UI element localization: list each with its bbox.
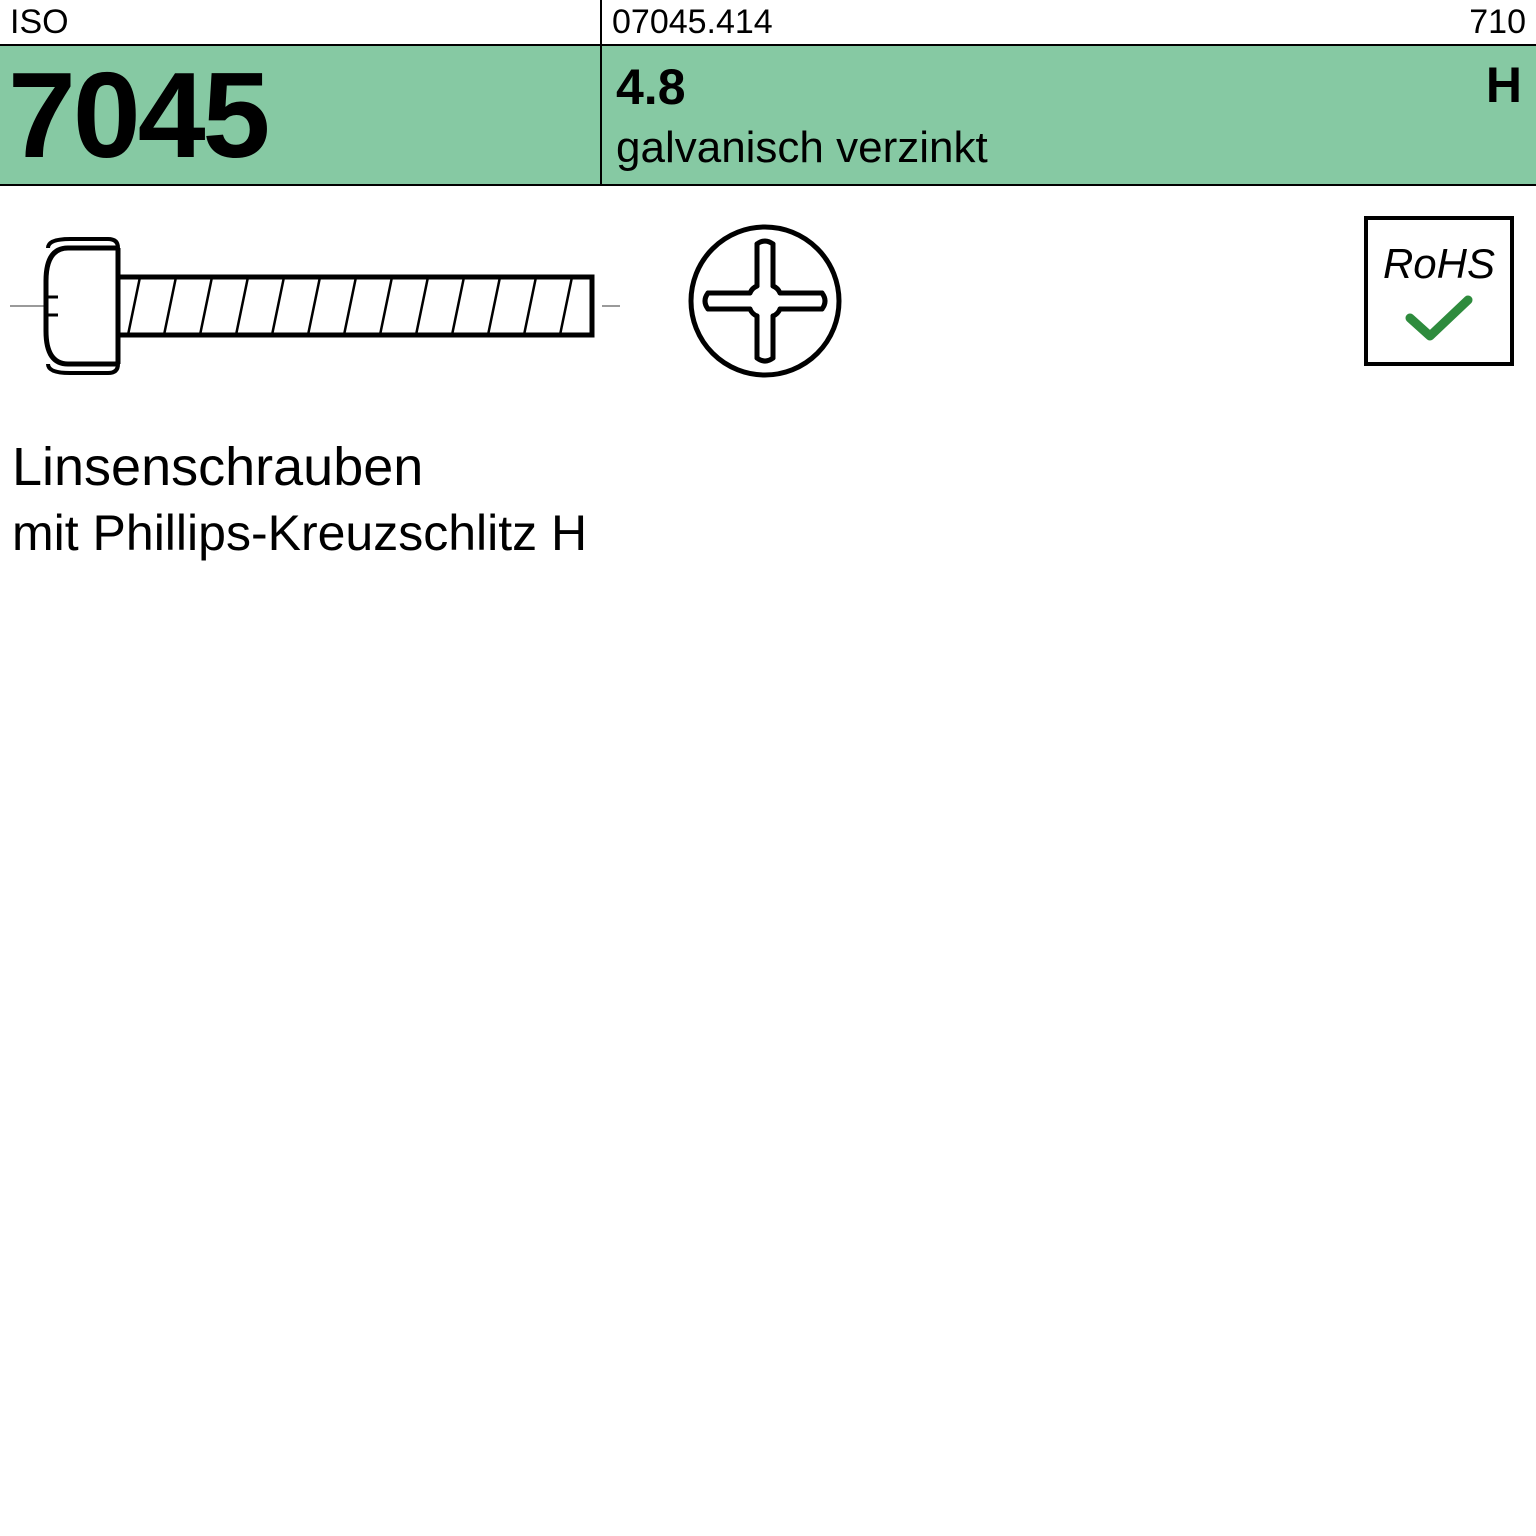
drive-letter: H [1416, 46, 1536, 184]
standard-number: 7045 [0, 46, 602, 184]
description: Linsenschrauben mit Phillips-Kreuzschlit… [0, 416, 1536, 582]
grade: 4.8 [616, 58, 1402, 116]
material-info: 4.8 galvanisch verzinkt [602, 46, 1416, 184]
check-icon [1404, 294, 1474, 342]
header-row: ISO 07045.414 710 [0, 0, 1536, 46]
desc-line2: mit Phillips-Kreuzschlitz H [12, 504, 1524, 562]
desc-line1: Linsenschrauben [12, 436, 1524, 498]
iso-label: ISO [0, 0, 602, 44]
screw-side-view-icon [10, 231, 620, 381]
header-code: 07045.414 [602, 0, 1416, 44]
spec-sheet: ISO 07045.414 710 7045 4.8 galvanisch ve… [0, 0, 1536, 582]
rohs-label: RoHS [1383, 240, 1495, 288]
diagram-row: RoHS [0, 186, 1536, 416]
header-right-num: 710 [1416, 0, 1536, 44]
green-band: 7045 4.8 galvanisch verzinkt H [0, 46, 1536, 186]
finish: galvanisch verzinkt [616, 123, 1402, 173]
rohs-badge: RoHS [1364, 216, 1514, 366]
phillips-drive-icon [680, 216, 850, 386]
